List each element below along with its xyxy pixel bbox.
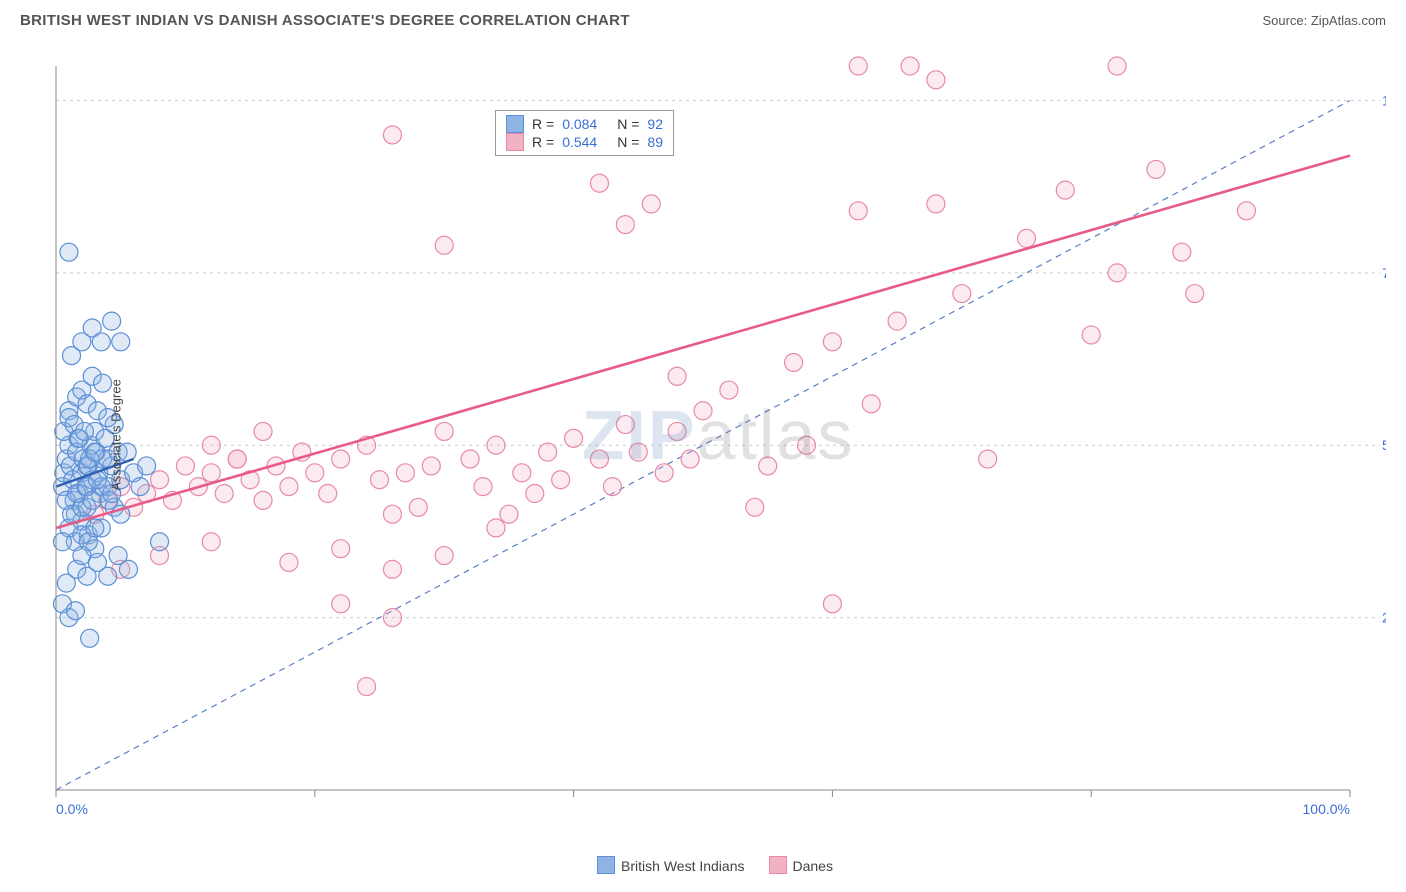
chart-title: BRITISH WEST INDIAN VS DANISH ASSOCIATE'…: [20, 12, 630, 29]
svg-text:100.0%: 100.0%: [1303, 801, 1350, 817]
legend-swatch: [506, 115, 524, 133]
svg-text:25.0%: 25.0%: [1382, 610, 1386, 626]
svg-text:0.0%: 0.0%: [56, 801, 88, 817]
legend-label: British West Indians: [621, 858, 744, 874]
n-value: 92: [647, 116, 663, 132]
n-label: N =: [617, 134, 639, 150]
svg-text:75.0%: 75.0%: [1382, 265, 1386, 281]
y-axis-label: Associate's Degree: [108, 379, 123, 491]
series-legend: British West Indians Danes: [0, 856, 1406, 874]
svg-text:100.0%: 100.0%: [1382, 92, 1386, 108]
scatter-chart: 25.0% 50.0% 75.0% 100.0% 0.0% 100.0%: [50, 50, 1386, 820]
chart-container: Associate's Degree 25.0% 50.0% 75.0% 100.0%…: [50, 50, 1386, 820]
r-label: R =: [532, 134, 554, 150]
legend-swatch: [597, 856, 615, 874]
svg-text:50.0%: 50.0%: [1382, 437, 1386, 453]
n-label: N =: [617, 116, 639, 132]
corr-legend-row: R = 0.544 N = 89: [506, 133, 663, 151]
r-value: 0.084: [562, 116, 597, 132]
source-attribution: Source: ZipAtlas.com: [1262, 13, 1386, 28]
n-value: 89: [647, 134, 663, 150]
r-label: R =: [532, 116, 554, 132]
legend-label: Danes: [793, 858, 833, 874]
legend-swatch: [769, 856, 787, 874]
legend-swatch: [506, 133, 524, 151]
r-value: 0.544: [562, 134, 597, 150]
correlation-legend: R = 0.084 N = 92 R = 0.544 N = 89: [495, 110, 674, 156]
corr-legend-row: R = 0.084 N = 92: [506, 115, 663, 133]
